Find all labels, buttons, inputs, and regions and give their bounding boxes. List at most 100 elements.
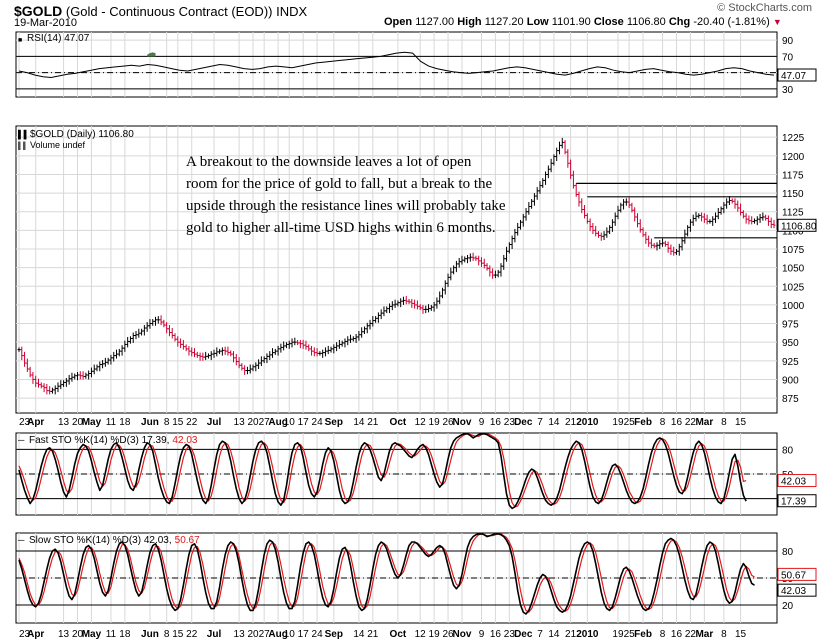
price-bar [89, 367, 93, 378]
price-bar [713, 212, 717, 223]
fast-sto-last-d: 42.03 [781, 477, 806, 488]
rsi-legend-icon: ■ [18, 37, 22, 44]
price-bar [53, 385, 57, 395]
price-bar [613, 212, 617, 226]
price-bar [179, 338, 183, 349]
price-bar [145, 322, 149, 332]
x-axis-upper-tick-label: 19 [429, 417, 441, 428]
price-bar [393, 299, 397, 308]
price-bar [655, 242, 659, 251]
price-bar [571, 170, 575, 189]
price-bar [212, 349, 216, 358]
x-axis-upper-tick-label: 14 [353, 417, 365, 428]
price-bar [254, 362, 258, 372]
x-axis-upper-tick-label: 12 [415, 417, 427, 428]
price-tick-label: 925 [782, 357, 799, 368]
price-bar [81, 371, 85, 380]
price-bar [376, 312, 380, 323]
x-axis-lower-tick-label: 7 [537, 629, 543, 640]
price-bar [115, 349, 119, 359]
slow-sto-last-d-box [777, 567, 817, 581]
price-bar [454, 260, 458, 273]
x-axis-upper-tick-label: 22 [186, 417, 198, 428]
price-bar [28, 366, 32, 378]
slow-sto-k-line [18, 533, 755, 615]
slow-sto-last-k: 42.03 [781, 586, 806, 597]
price-bar [120, 345, 124, 356]
price-bar [87, 370, 91, 380]
price-bar [84, 372, 88, 379]
x-axis-lower-tick-label: 25 [624, 629, 636, 640]
price-bar [661, 238, 665, 247]
price-bar [457, 257, 461, 268]
price-bar [566, 149, 570, 168]
price-bar [59, 380, 63, 390]
x-axis-lower-tick-label: 19 [612, 629, 624, 640]
price-bar [429, 304, 433, 311]
x-axis-lower-tick-label: 8 [164, 629, 170, 640]
x-axis-lower-tick-label: Sep [325, 629, 343, 640]
price-bar [633, 207, 637, 222]
fast-sto-last-d-box [777, 474, 817, 488]
x-axis-lower-tick-label: 23 [19, 629, 31, 640]
price-panel-frame [15, 125, 778, 414]
price-bar [532, 193, 536, 206]
x-axis-upper-tick-label: 22 [685, 417, 697, 428]
chart-date: 19-Mar-2010 [14, 17, 77, 29]
x-axis-lower-tick-label: 22 [186, 629, 198, 640]
price-bar [315, 348, 319, 357]
price-tick-label: 1225 [782, 133, 805, 144]
price-bar [50, 387, 54, 394]
price-bar [268, 351, 272, 361]
price-bar [493, 270, 497, 279]
x-axis-upper-tick-label: 21 [565, 417, 577, 428]
price-tick-label: 1075 [782, 245, 805, 256]
price-bar [307, 344, 311, 352]
price-bar [204, 351, 208, 361]
price-bar [371, 316, 375, 327]
x-axis-lower-tick-label: 17 [298, 629, 310, 640]
price-tick-label: 1025 [782, 282, 805, 293]
price-bar [708, 219, 712, 224]
x-axis-upper-tick-label: Oct [390, 417, 407, 428]
x-axis-lower-tick-label: 13 [58, 629, 70, 640]
price-bar [596, 231, 600, 238]
price-bar [259, 356, 263, 367]
fast-sto-k-line [18, 432, 747, 510]
x-axis-upper-tick-label: 16 [490, 417, 502, 428]
price-bar [64, 377, 68, 387]
x-axis-upper-tick-label: 8 [660, 417, 666, 428]
stockcharts-logo: © StockCharts.com [717, 2, 812, 14]
price-bar [764, 214, 768, 221]
price-bar [750, 216, 754, 225]
fast-sto-d-legend-value: 42.03 [172, 435, 197, 446]
price-bar [716, 208, 720, 220]
x-axis-upper-tick-label: 27 [259, 417, 271, 428]
open-label: Open [384, 16, 413, 28]
x-axis-upper-tick-label: 11 [106, 417, 117, 428]
x-axis-lower-tick-label: 27 [259, 629, 271, 640]
price-bar [362, 326, 366, 334]
price-bar [37, 378, 41, 388]
price-bar [649, 238, 653, 249]
price-bar [109, 354, 113, 365]
x-axis-upper-tick-label: 15 [172, 417, 184, 428]
price-bar [173, 333, 177, 342]
price-bar [148, 319, 152, 329]
price-bar [340, 340, 344, 347]
price-bar [602, 231, 606, 241]
x-axis-upper-tick-label: May [82, 417, 102, 428]
price-bar [243, 365, 247, 375]
slow-sto-last-d: 50.67 [781, 570, 806, 581]
x-axis-lower-tick-label: 21 [565, 629, 577, 640]
price-bar [45, 383, 49, 395]
x-axis-upper-tick-label: 13 [234, 417, 246, 428]
price-bar [415, 300, 419, 310]
volume-legend-icon: ▌▌ [18, 141, 28, 151]
price-bar [170, 328, 174, 339]
price-bar [301, 339, 305, 349]
price-bar [232, 351, 236, 363]
price-bar [702, 213, 706, 223]
x-axis-upper-tick-label: Sep [325, 417, 343, 428]
